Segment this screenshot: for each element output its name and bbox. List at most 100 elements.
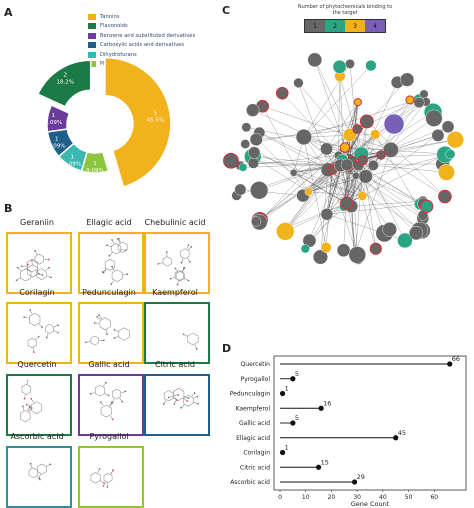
network-node	[421, 200, 433, 212]
network-legend-cell: 3	[345, 20, 365, 32]
network-node	[248, 147, 260, 159]
network-node	[420, 90, 429, 99]
chemical-name: Corilagin	[19, 288, 55, 297]
value-label: 45	[398, 429, 406, 437]
pie-count-label: 5	[154, 110, 158, 116]
chemical-structure-box	[6, 446, 72, 508]
pie-percent-label: 18.2%	[57, 80, 74, 86]
chemical-structure-box	[78, 232, 144, 294]
network-node	[370, 130, 380, 140]
chemical-name: Pedunculagin	[82, 288, 136, 297]
pie-percent-label: 9.09%	[64, 161, 81, 167]
category-label: Ellagic acid	[236, 435, 270, 442]
molecule-drawing	[84, 380, 138, 430]
network-legend-cell: 2	[325, 20, 345, 32]
network-edge	[327, 102, 358, 149]
network-legend-cell: 4	[365, 20, 385, 32]
molecule-drawing	[84, 452, 138, 502]
network-node	[349, 246, 366, 263]
chemical-name: Gallic acid	[88, 360, 129, 369]
value-label: 1	[285, 444, 289, 452]
value-label: 29	[357, 473, 365, 481]
network-node	[400, 73, 414, 87]
pie-count-label: 1	[55, 136, 59, 142]
chemical-name: Quercetin	[17, 360, 56, 369]
plot-frame	[274, 356, 466, 490]
network-node	[308, 53, 322, 67]
chemical-name: Pyrogallol	[89, 432, 128, 441]
x-tick-label: 10	[302, 494, 310, 501]
molecule-drawing	[12, 238, 66, 288]
chemical-name: Ascorbic acid	[10, 432, 63, 441]
network-node	[296, 129, 312, 145]
network-node-hub	[384, 114, 404, 134]
chemical-structure-box	[144, 302, 210, 364]
value-label: 66	[452, 355, 460, 363]
network-node	[294, 78, 304, 88]
network-node	[439, 190, 452, 203]
network-node	[354, 99, 361, 106]
molecule-drawing	[150, 380, 204, 430]
network-node	[246, 104, 259, 117]
chemical-structure-box	[6, 232, 72, 294]
network-node	[251, 216, 261, 226]
network-node	[239, 163, 247, 171]
network-node	[352, 172, 359, 179]
value-label: 16	[323, 399, 331, 407]
network-node	[353, 125, 362, 134]
network-edge	[240, 190, 303, 196]
x-axis-label: Gene Count	[351, 500, 390, 506]
category-label: Citric acid	[240, 464, 270, 471]
pie-percent-label: 9.09%	[45, 120, 62, 126]
network-node	[250, 133, 263, 146]
chemical-name: Geraniin	[20, 218, 54, 227]
network-legend-cell: 1	[305, 20, 325, 32]
chemical-grid: Geraniin Ellagic acid Chebulinic acid Coril…	[0, 210, 222, 506]
category-label: Gallic acid	[239, 420, 270, 427]
network-node	[368, 160, 378, 170]
chemical-structure-box	[6, 374, 72, 436]
network-node	[320, 143, 332, 155]
molecule-drawing	[12, 380, 66, 430]
network-node	[250, 181, 268, 199]
x-tick-label: 0	[278, 494, 282, 501]
network-node	[358, 192, 367, 201]
network-legend: Number of phytochemicals binding to the …	[290, 4, 400, 33]
network-node	[276, 223, 294, 241]
chemical-structure-box	[144, 374, 210, 436]
molecule-drawing	[84, 308, 138, 358]
network-node	[442, 121, 454, 133]
network-node	[248, 158, 259, 169]
molecule-drawing	[150, 238, 204, 288]
value-label: 15	[321, 458, 329, 466]
network-node	[383, 222, 397, 236]
network-node	[321, 208, 333, 220]
network-node	[341, 159, 353, 171]
value-label: 5	[295, 370, 299, 378]
network-node	[337, 244, 350, 257]
network-node	[242, 123, 251, 132]
network-node	[333, 60, 346, 73]
network-node	[438, 164, 454, 180]
network-edge	[259, 149, 326, 222]
chemical-structure-box	[144, 232, 210, 294]
network-node	[432, 129, 444, 141]
x-tick-label: 20	[328, 494, 336, 501]
chemical-structure-box	[6, 302, 72, 364]
x-tick-label: 60	[430, 494, 438, 501]
network-node	[301, 244, 310, 253]
network-node	[359, 170, 373, 184]
chemical-name: Chebulinic acid	[144, 218, 205, 227]
network-node	[426, 110, 443, 127]
network-legend-title-2: the target	[290, 10, 400, 16]
chemical-name: Ellagic acid	[86, 218, 131, 227]
network-node	[224, 153, 239, 168]
molecule-drawing	[12, 452, 66, 502]
pie-count-label: 1	[93, 161, 97, 167]
network-node	[276, 87, 288, 99]
value-label: 5	[295, 414, 299, 422]
category-label: Pedunculagin	[230, 391, 270, 398]
pie-count-label: 1	[71, 154, 75, 160]
network-node	[345, 59, 354, 68]
